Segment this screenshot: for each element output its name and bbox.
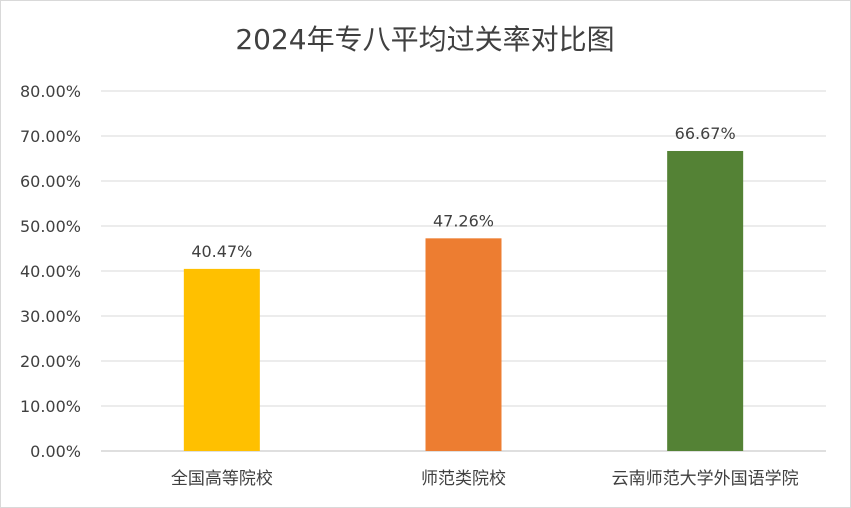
bar-value-label: 66.67% — [675, 124, 736, 143]
data-labels: 40.47% 47.26% 66.67% — [191, 124, 735, 261]
y-tick-label: 70.00% — [20, 127, 81, 146]
y-tick-label: 80.00% — [20, 82, 81, 101]
chart-title: 2024年专八平均过关率对比图 — [235, 23, 614, 56]
y-tick-label: 60.00% — [20, 172, 81, 191]
y-tick-label: 30.00% — [20, 307, 81, 326]
category-label: 全国高等院校 — [171, 469, 273, 489]
bar-value-label: 47.26% — [433, 211, 494, 230]
y-tick-label: 40.00% — [20, 262, 81, 281]
category-label: 云南师范大学外国语学院 — [612, 469, 799, 489]
bar-2 — [425, 238, 502, 451]
y-axis-tick-labels: 0.00% 10.00% 20.00% 30.00% 40.00% 50.00% 60.00… — [20, 82, 81, 461]
x-axis-category-labels: 全国高等院校 师范类院校 云南师范大学外国语学院 — [171, 469, 799, 489]
y-tick-label: 20.00% — [20, 352, 81, 371]
y-tick-label: 50.00% — [20, 217, 81, 236]
bar-value-label: 40.47% — [191, 242, 252, 261]
category-label: 师范类院校 — [421, 469, 506, 489]
y-tick-label: 10.00% — [20, 397, 81, 416]
bar-3 — [667, 150, 744, 452]
bars — [183, 150, 744, 452]
y-tick-label: 0.00% — [30, 442, 81, 461]
bar-1 — [183, 268, 260, 451]
